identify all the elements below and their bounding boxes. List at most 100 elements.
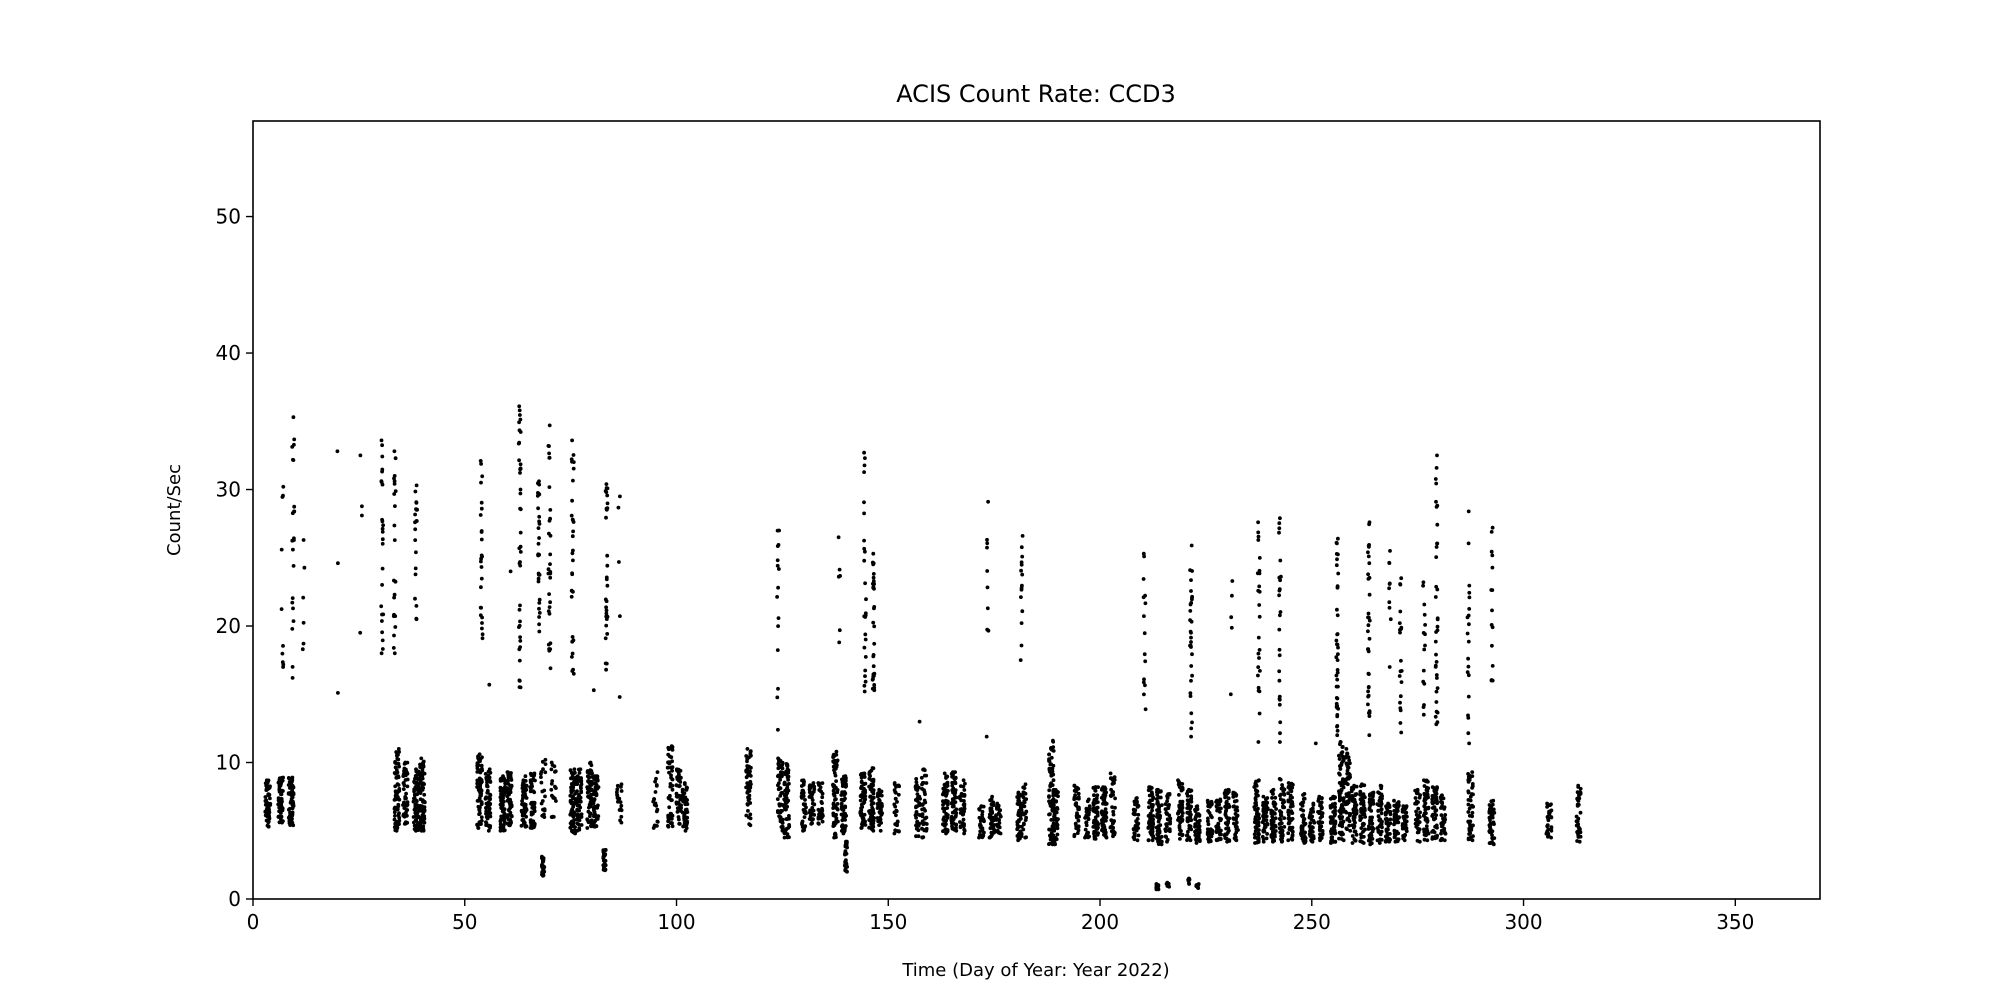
data-point <box>1165 837 1170 842</box>
data-point <box>1320 814 1324 819</box>
data-point <box>1261 813 1266 817</box>
data-point <box>1345 771 1350 776</box>
data-point <box>571 794 575 799</box>
data-point <box>893 804 898 809</box>
data-point <box>1227 838 1232 842</box>
data-point <box>1226 802 1231 807</box>
data-point <box>1146 826 1151 830</box>
data-point <box>863 674 867 678</box>
data-point <box>924 773 929 778</box>
data-point <box>592 814 596 819</box>
data-point <box>392 492 397 496</box>
data-point <box>787 823 791 827</box>
data-point <box>1470 786 1474 790</box>
data-point <box>682 782 687 786</box>
data-point <box>1301 793 1305 797</box>
data-point <box>1047 757 1051 761</box>
data-point <box>1164 822 1168 827</box>
data-point <box>1358 818 1363 822</box>
data-point <box>1358 790 1363 795</box>
data-point <box>998 814 1003 819</box>
data-point <box>1085 799 1090 804</box>
data-point <box>475 763 480 768</box>
data-point <box>1019 568 1023 573</box>
data-point <box>1051 739 1056 744</box>
data-point <box>380 526 385 531</box>
data-point <box>667 754 672 759</box>
data-point <box>1303 840 1308 845</box>
data-point <box>517 679 522 683</box>
data-point <box>844 841 849 845</box>
data-point <box>543 770 548 775</box>
data-point <box>380 583 384 587</box>
data-point <box>863 668 868 673</box>
data-point <box>1166 805 1171 809</box>
data-point <box>1233 808 1238 812</box>
data-point <box>1273 816 1278 821</box>
data-point <box>1376 790 1380 795</box>
data-point <box>1155 836 1159 841</box>
data-point <box>547 423 552 428</box>
data-point <box>871 653 876 657</box>
data-point <box>1547 809 1551 814</box>
data-point <box>1158 839 1162 843</box>
data-point <box>859 780 864 785</box>
data-point <box>1435 801 1439 806</box>
data-point <box>548 647 553 651</box>
data-point <box>1278 777 1283 782</box>
data-point <box>1146 838 1151 843</box>
data-point <box>536 541 541 546</box>
data-point <box>831 801 836 806</box>
data-point <box>1359 826 1364 830</box>
data-point <box>778 816 783 821</box>
data-point <box>1188 815 1193 819</box>
data-point <box>1328 821 1333 825</box>
data-point <box>862 689 867 694</box>
data-point <box>786 768 791 773</box>
data-point <box>547 455 552 460</box>
data-point <box>831 752 836 757</box>
data-point <box>537 482 542 487</box>
data-point <box>977 815 982 820</box>
data-point <box>1442 829 1447 834</box>
data-point <box>402 766 407 771</box>
data-point <box>479 585 483 590</box>
data-point <box>517 623 522 628</box>
data-point <box>1075 831 1080 835</box>
data-point <box>547 605 552 609</box>
data-point <box>683 802 688 807</box>
data-point <box>547 611 552 616</box>
data-point <box>862 558 867 563</box>
data-point <box>484 801 489 806</box>
data-point <box>287 816 292 820</box>
data-point <box>422 792 427 797</box>
data-point <box>480 632 485 637</box>
data-point <box>1154 825 1159 830</box>
data-point <box>1158 795 1163 800</box>
data-point <box>392 474 397 478</box>
data-point <box>945 828 950 832</box>
data-point <box>404 803 409 808</box>
data-point <box>834 764 839 769</box>
data-point <box>1270 814 1275 819</box>
data-point <box>1578 791 1582 796</box>
data-point <box>1077 814 1081 819</box>
data-point <box>1111 793 1115 797</box>
data-point <box>996 803 1001 808</box>
data-point <box>1289 789 1294 794</box>
data-point <box>834 779 838 783</box>
data-point <box>1092 793 1096 798</box>
data-point <box>571 453 576 457</box>
data-point <box>817 809 822 813</box>
data-point <box>575 821 579 826</box>
data-point <box>963 781 967 786</box>
data-point <box>653 790 658 794</box>
data-point <box>1576 835 1581 839</box>
data-point <box>985 537 989 542</box>
data-point <box>915 804 920 808</box>
data-point <box>748 812 753 817</box>
data-point <box>604 667 608 672</box>
data-point <box>868 811 873 816</box>
data-point <box>1020 609 1025 614</box>
data-point <box>954 813 958 818</box>
